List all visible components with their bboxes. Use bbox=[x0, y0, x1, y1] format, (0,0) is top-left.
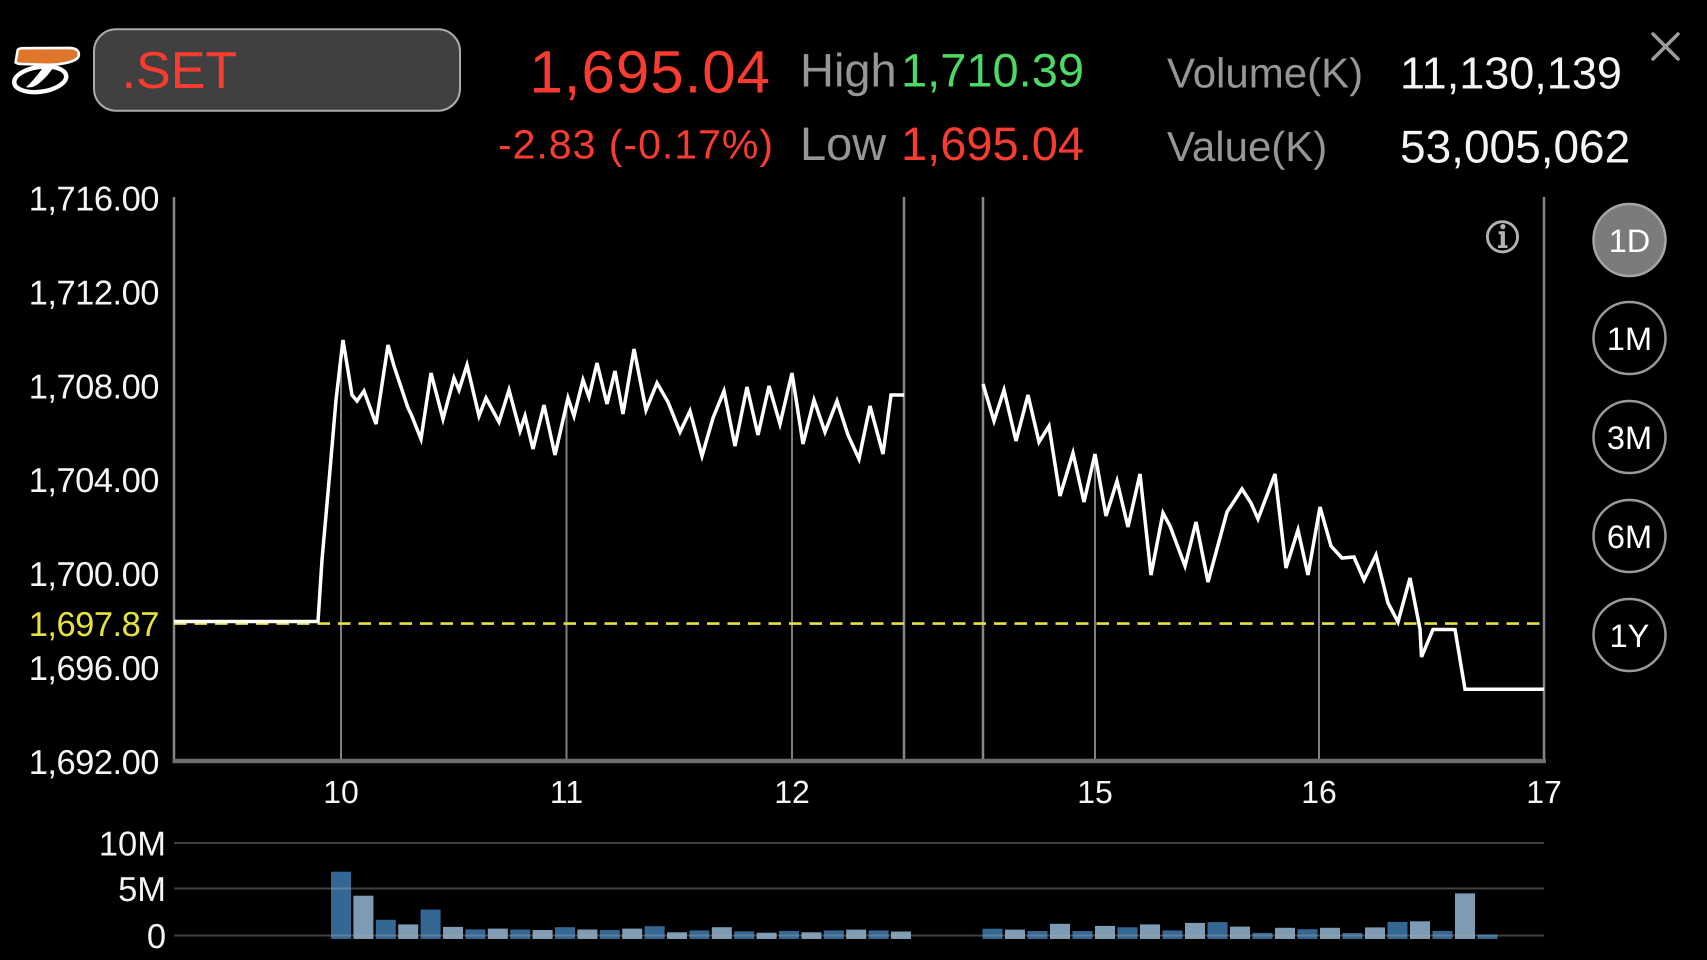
svg-text:1Y: 1Y bbox=[1610, 618, 1650, 654]
svg-text:17: 17 bbox=[1526, 774, 1562, 810]
svg-text:1,697.87: 1,697.87 bbox=[29, 606, 159, 644]
svg-text:3M: 3M bbox=[1607, 420, 1652, 456]
svg-text:High: High bbox=[800, 43, 897, 96]
svg-text:10M: 10M bbox=[99, 826, 166, 864]
svg-text:1,695.04: 1,695.04 bbox=[901, 117, 1084, 170]
svg-text:0: 0 bbox=[147, 918, 166, 956]
svg-text:6M: 6M bbox=[1607, 519, 1652, 555]
svg-text:.SET: .SET bbox=[122, 42, 238, 100]
svg-text:1,700.00: 1,700.00 bbox=[29, 556, 159, 594]
svg-text:1,710.39: 1,710.39 bbox=[901, 43, 1084, 96]
svg-text:5M: 5M bbox=[118, 871, 166, 909]
svg-text:1,704.00: 1,704.00 bbox=[29, 462, 159, 500]
svg-text:1,716.00: 1,716.00 bbox=[29, 181, 159, 219]
svg-text:-2.83 (-0.17%): -2.83 (-0.17%) bbox=[498, 122, 774, 168]
svg-text:1,695.04: 1,695.04 bbox=[529, 39, 771, 106]
svg-text:16: 16 bbox=[1301, 774, 1337, 810]
svg-text:15: 15 bbox=[1077, 774, 1113, 810]
svg-text:1D: 1D bbox=[1609, 223, 1651, 259]
svg-text:1,696.00: 1,696.00 bbox=[29, 650, 159, 688]
svg-text:53,005,062: 53,005,062 bbox=[1400, 121, 1630, 173]
svg-text:10: 10 bbox=[323, 774, 359, 810]
svg-text:1,692.00: 1,692.00 bbox=[29, 744, 159, 782]
svg-text:Value(K): Value(K) bbox=[1167, 123, 1327, 170]
svg-text:1,712.00: 1,712.00 bbox=[29, 274, 159, 312]
svg-text:1,708.00: 1,708.00 bbox=[29, 368, 159, 406]
svg-text:11,130,139: 11,130,139 bbox=[1400, 47, 1622, 98]
svg-text:11: 11 bbox=[550, 774, 583, 810]
svg-text:1M: 1M bbox=[1607, 321, 1652, 357]
svg-text:Volume(K): Volume(K) bbox=[1167, 49, 1363, 96]
svg-text:Low: Low bbox=[800, 117, 887, 170]
svg-text:12: 12 bbox=[774, 774, 810, 810]
